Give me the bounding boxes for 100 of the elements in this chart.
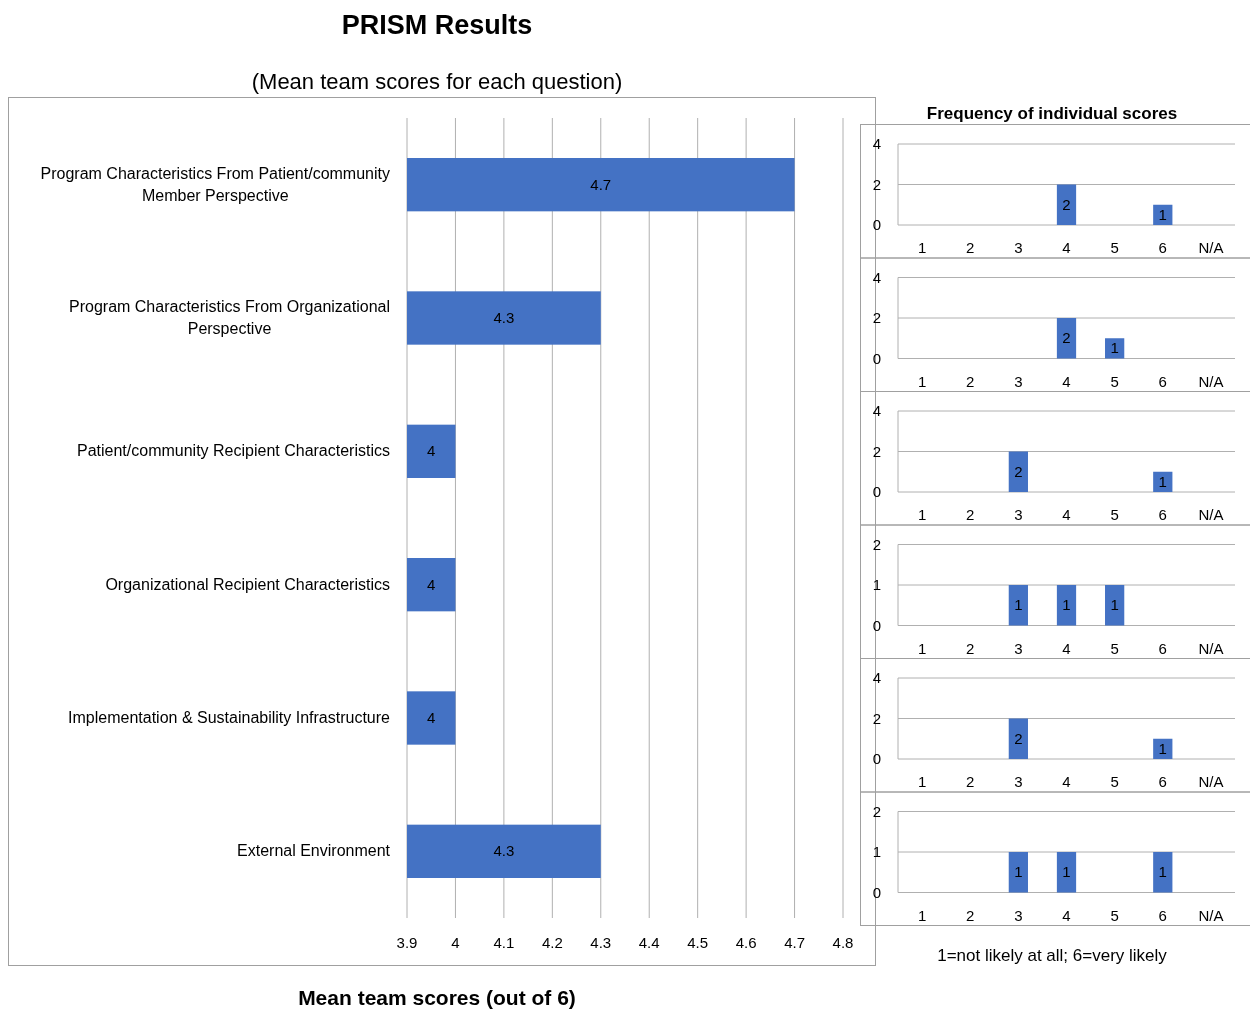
y-tick-label: Organizational Recipient Characteristics: [105, 575, 390, 593]
text: 1=not likely at all; 6=very likely: [937, 946, 1168, 965]
data-label: 1: [1158, 739, 1167, 757]
x-tick-label: 6: [1158, 639, 1167, 657]
x-tick-label: 4.2: [541, 934, 563, 951]
y-tick-label: 2: [872, 175, 882, 193]
y-tick-label: 0: [872, 616, 882, 634]
x-tick-label: 4.5: [687, 934, 709, 951]
x-tick-label: N/A: [1198, 372, 1224, 390]
data-label: 2: [1062, 329, 1071, 347]
x-tick-label: 4.1: [493, 934, 515, 951]
x-tick-label: 3: [1014, 773, 1023, 790]
data-label: 4: [427, 709, 436, 726]
data-label: 4.3: [493, 842, 515, 860]
x-tick-label: 2: [966, 773, 975, 790]
x-tick-label: 1: [917, 906, 927, 924]
x-tick-label: 4: [1062, 506, 1071, 523]
x-tick-label: 6: [1158, 239, 1167, 256]
data-label: 1: [1158, 472, 1167, 490]
x-tick-label: 3: [1014, 372, 1023, 390]
x-tick-label: 6: [1158, 773, 1167, 790]
chart-subtitle: (Mean team scores for each question): [251, 69, 623, 94]
x-axis-title: Mean team scores (out of 6): [298, 986, 576, 1009]
x-tick-label: 5: [1110, 372, 1119, 390]
x-tick-label: 4: [1062, 372, 1071, 390]
x-tick-label: 2: [966, 906, 975, 924]
x-tick-label: 4: [451, 934, 460, 951]
x-tick-label: 1: [917, 372, 927, 390]
x-tick-label: 2: [966, 506, 975, 523]
data-label: 1: [1062, 863, 1071, 881]
x-tick-label: N/A: [1198, 906, 1224, 924]
y-tick-label: External Environment: [237, 842, 391, 860]
y-tick-label: 0: [872, 883, 882, 901]
x-tick-label: N/A: [1198, 506, 1224, 523]
y-tick-label: 0: [872, 349, 882, 367]
data-label: 4: [427, 575, 436, 593]
x-tick-label: 1: [917, 773, 927, 790]
x-tick-label: 5: [1110, 239, 1119, 256]
data-label: 1: [1110, 339, 1119, 357]
x-tick-label: 4.6: [735, 934, 757, 951]
data-label: 2: [1062, 195, 1071, 213]
chart-title: PRISM Results: [341, 10, 533, 40]
data-label: 1: [1158, 863, 1167, 881]
x-tick-label: 4.3: [590, 934, 612, 951]
y-tick-label: 4: [872, 268, 882, 286]
x-tick-label: 3: [1014, 239, 1023, 256]
y-tick-label: 4: [872, 402, 882, 419]
y-tick-label: 1: [872, 843, 882, 860]
data-label: 4.3: [493, 309, 515, 326]
x-tick-label: 6: [1158, 372, 1167, 390]
data-label: 1: [1110, 596, 1119, 614]
x-tick-label: 4: [1062, 239, 1071, 256]
y-tick-label: 0: [872, 216, 882, 233]
data-label: 2: [1014, 462, 1023, 480]
x-tick-label: 4: [1062, 773, 1071, 790]
data-label: 4: [427, 442, 436, 460]
x-tick-label: N/A: [1198, 239, 1224, 256]
x-tick-label: 2: [966, 239, 975, 256]
data-label: 1: [1062, 596, 1071, 614]
y-tick-label: 4: [872, 135, 882, 152]
x-tick-label: 3: [1014, 506, 1023, 523]
data-label: 2: [1014, 729, 1023, 747]
y-tick-label: 2: [872, 442, 882, 460]
x-tick-label: 5: [1110, 773, 1119, 790]
x-tick-label: 2: [966, 639, 975, 657]
x-tick-label: 3.9: [396, 934, 418, 951]
y-tick-label: 2: [872, 802, 882, 820]
x-tick-label: 4: [1062, 639, 1071, 657]
y-tick-label: Implementation & Sustainability Infrastructure: [68, 709, 391, 726]
x-tick-label: 5: [1110, 906, 1119, 924]
x-tick-label: 3: [1014, 639, 1023, 657]
y-tick-label: 0: [872, 483, 882, 500]
x-tick-label: 6: [1158, 506, 1167, 523]
x-tick-label: 4: [1062, 906, 1071, 924]
y-tick-label: 2: [872, 309, 882, 326]
data-label: 1: [1014, 596, 1023, 614]
x-tick-label: 4.8: [832, 934, 854, 951]
data-label: 1: [1158, 205, 1167, 223]
x-tick-label: N/A: [1198, 639, 1224, 657]
y-tick-label: Program Characteristics From Patient/community Member Perspective: [40, 164, 390, 204]
data-label: 1: [1014, 863, 1023, 881]
chart-title: Frequency of individual scores: [926, 104, 1178, 123]
x-tick-label: 4.7: [784, 934, 805, 951]
y-tick-label: 4: [872, 669, 882, 686]
data-label: 4.7: [590, 175, 612, 193]
x-tick-label: 6: [1158, 906, 1167, 924]
x-tick-label: 4.4: [638, 934, 660, 951]
x-tick-label: 2: [966, 372, 975, 390]
x-tick-label: 1: [917, 506, 927, 523]
x-tick-label: 1: [917, 639, 927, 657]
x-tick-label: 1: [917, 239, 927, 256]
y-tick-label: 2: [872, 709, 882, 727]
y-tick-label: Program Characteristics From Organizational Perspective: [69, 298, 390, 337]
y-tick-label: 1: [872, 576, 882, 593]
y-tick-label: 0: [872, 750, 882, 767]
x-tick-label: N/A: [1198, 773, 1224, 790]
y-tick-label: 2: [872, 535, 882, 553]
x-tick-label: 3: [1014, 906, 1023, 924]
y-tick-label: Patient/community Recipient Characteristics: [76, 442, 390, 460]
x-tick-label: 5: [1110, 639, 1119, 657]
